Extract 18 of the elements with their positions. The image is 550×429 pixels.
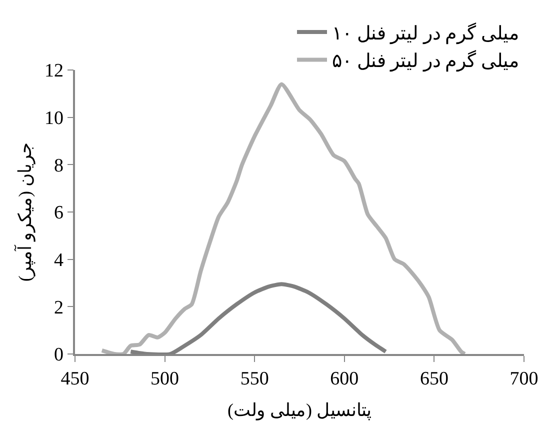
y-tick-label: 6 [54, 202, 64, 224]
legend-label: ۱۰ میلی گرم در لیتر فنل [332, 21, 519, 44]
y-tick-label: 2 [54, 297, 64, 318]
y-tick-label: 8 [54, 155, 64, 176]
line-series [100, 82, 467, 354]
y-axis-title: جریان (میکرو آمپر) [14, 142, 36, 282]
y-tick-label: 0 [54, 344, 64, 366]
x-tick-label: 450 [60, 368, 90, 390]
x-tick-label: 650 [420, 368, 448, 390]
y-tick-label: 12 [44, 60, 64, 82]
x-tick-label: 600 [330, 368, 359, 390]
x-axis-title: پتانسیل (میلی ولت) [228, 400, 372, 422]
x-tick-label: 550 [240, 368, 269, 390]
y-tick-label: 10 [44, 108, 64, 129]
y-tick-label: 4 [54, 250, 64, 271]
legend-label: ۵۰ میلی گرم در لیتر فنل [332, 49, 519, 72]
x-tick-label: 700 [510, 368, 538, 390]
x-tick-label: 500 [150, 368, 180, 390]
